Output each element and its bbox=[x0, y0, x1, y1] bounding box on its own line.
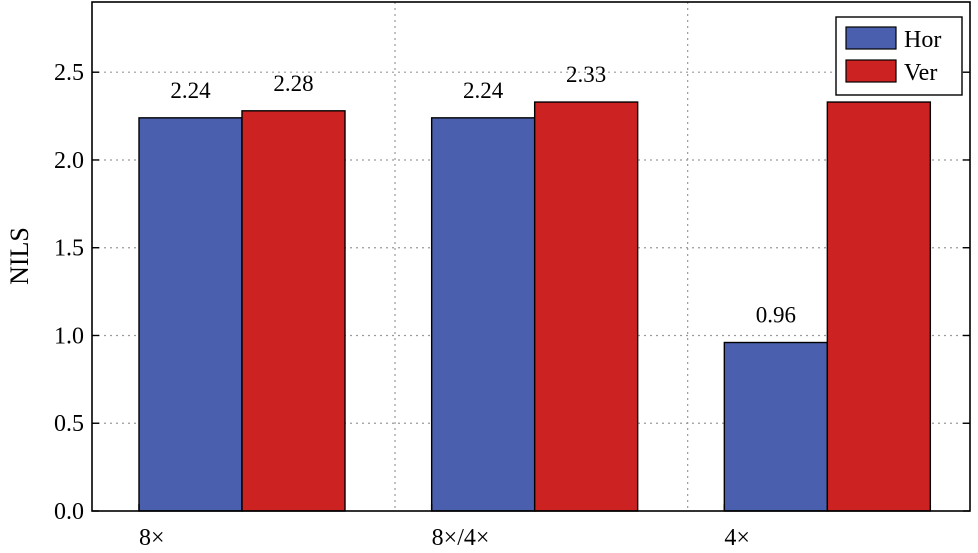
data-label: 2.24 bbox=[170, 78, 211, 103]
data-label: 2.24 bbox=[463, 78, 504, 103]
x-tick-label: 4× bbox=[724, 525, 750, 551]
y-axis: 0.0 0.5 1.0 1.5 2.0 2.5 bbox=[54, 60, 970, 525]
legend-swatch-ver bbox=[845, 59, 897, 83]
data-label: 2.33 bbox=[566, 62, 606, 87]
data-label: 0.96 bbox=[756, 303, 796, 328]
bar-ver-0 bbox=[241, 110, 346, 512]
y-tick-label: 1.0 bbox=[54, 323, 84, 349]
y-axis-title: NILS bbox=[5, 227, 34, 285]
x-axis: 8× 8×/4× 4× bbox=[138, 504, 750, 551]
data-labels: 2.24 2.28 2.24 2.33 0.96 bbox=[170, 62, 796, 327]
legend-label-ver: Ver bbox=[904, 60, 937, 86]
legend: Hor Ver bbox=[835, 16, 963, 96]
bar-hor-1 bbox=[430, 117, 536, 512]
bars bbox=[138, 101, 932, 512]
y-tick-label: 0.5 bbox=[54, 411, 84, 437]
bar-hor-0 bbox=[138, 117, 243, 512]
y-tick-label: 2.5 bbox=[54, 60, 84, 86]
data-label: 2.28 bbox=[273, 71, 313, 96]
y-tick-label: 1.5 bbox=[54, 236, 84, 262]
plot-frame bbox=[91, 1, 971, 512]
bar-hor-2 bbox=[723, 341, 829, 512]
y-tick-label: 0.0 bbox=[54, 499, 84, 525]
x-tick-label: 8× bbox=[139, 525, 165, 551]
bar-ver-1 bbox=[533, 101, 639, 512]
x-tick-label: 8×/4× bbox=[432, 525, 490, 551]
y-tick-label: 2.0 bbox=[54, 148, 84, 174]
bar-ver-2 bbox=[826, 101, 932, 512]
legend-label-hor: Hor bbox=[904, 27, 941, 53]
legend-swatch-hor bbox=[845, 26, 897, 50]
